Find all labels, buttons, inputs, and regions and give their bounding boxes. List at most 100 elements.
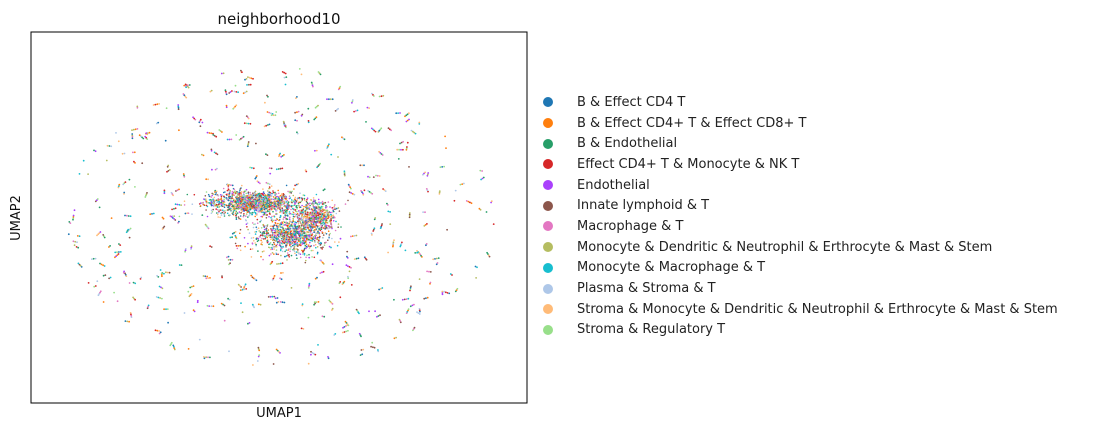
data-point <box>328 234 331 236</box>
data-point <box>279 152 281 155</box>
data-point <box>380 127 383 130</box>
data-point <box>190 245 193 248</box>
data-point <box>123 270 125 273</box>
data-point <box>317 71 320 73</box>
data-point <box>310 208 313 210</box>
data-point <box>170 341 173 344</box>
data-point <box>278 234 280 236</box>
data-point <box>214 199 216 201</box>
data-point <box>166 170 168 173</box>
data-point <box>260 194 262 196</box>
data-point <box>302 208 305 211</box>
data-point <box>231 195 233 197</box>
data-point <box>425 244 427 247</box>
data-point <box>210 201 213 203</box>
data-point <box>441 293 444 296</box>
data-point <box>242 204 244 206</box>
data-point <box>303 232 306 234</box>
data-point <box>310 81 313 84</box>
data-point <box>248 196 250 199</box>
data-point <box>190 248 192 250</box>
data-point <box>259 195 261 198</box>
data-point <box>324 219 326 222</box>
data-point <box>475 277 477 279</box>
data-point <box>208 202 211 204</box>
data-point <box>254 213 257 215</box>
data-point <box>131 137 134 140</box>
data-point <box>256 218 259 221</box>
data-point <box>307 316 310 319</box>
data-point <box>307 362 310 365</box>
data-point <box>259 303 262 306</box>
data-point <box>221 211 224 214</box>
data-point <box>315 116 318 119</box>
data-point <box>329 206 331 208</box>
data-point <box>169 344 172 347</box>
data-point <box>378 175 381 177</box>
data-point <box>279 206 281 208</box>
data-point <box>299 206 302 208</box>
data-point <box>309 228 312 230</box>
data-point <box>216 153 219 156</box>
data-point <box>242 206 244 209</box>
data-point <box>322 208 324 211</box>
data-point <box>201 121 204 124</box>
data-point <box>408 216 411 219</box>
data-point <box>308 282 311 285</box>
data-point <box>241 199 243 202</box>
data-point <box>289 242 291 244</box>
data-point <box>361 353 364 356</box>
data-point <box>263 206 265 209</box>
data-point <box>187 348 190 350</box>
data-point <box>145 193 148 196</box>
data-point <box>292 194 295 197</box>
data-point <box>292 229 294 232</box>
data-point <box>214 189 216 192</box>
data-point <box>299 192 301 194</box>
data-point <box>247 228 249 231</box>
data-point <box>244 200 247 203</box>
data-point <box>286 242 289 245</box>
data-point <box>259 221 261 223</box>
data-point <box>205 356 208 359</box>
data-point <box>239 189 241 191</box>
data-point <box>288 221 291 223</box>
data-point <box>279 234 282 237</box>
data-point <box>141 162 144 165</box>
data-point <box>133 297 136 300</box>
data-point <box>261 237 263 240</box>
data-point <box>300 234 302 236</box>
data-point <box>331 98 334 101</box>
data-point <box>106 144 109 147</box>
data-point <box>300 244 302 247</box>
data-point <box>363 189 366 192</box>
data-point <box>327 227 329 230</box>
data-point <box>264 206 267 209</box>
data-point <box>235 192 238 195</box>
data-point <box>178 188 180 191</box>
data-point <box>245 188 248 191</box>
data-point <box>444 291 447 294</box>
data-point <box>270 231 273 233</box>
data-point <box>239 215 242 217</box>
data-point <box>236 206 239 209</box>
data-point <box>257 181 260 184</box>
data-point <box>309 225 312 228</box>
data-point <box>331 211 333 214</box>
data-point <box>160 272 163 275</box>
data-point <box>347 329 349 332</box>
data-point <box>94 200 97 203</box>
data-point <box>343 138 346 141</box>
data-point <box>178 264 181 266</box>
data-point <box>351 192 354 195</box>
data-point <box>240 191 243 193</box>
data-point <box>255 243 257 246</box>
data-point <box>217 201 219 203</box>
data-point <box>102 301 105 303</box>
data-point <box>298 216 301 218</box>
data-point <box>328 214 330 216</box>
data-point <box>297 110 300 113</box>
data-point <box>268 197 270 200</box>
data-point <box>204 195 207 197</box>
data-point <box>275 193 278 195</box>
